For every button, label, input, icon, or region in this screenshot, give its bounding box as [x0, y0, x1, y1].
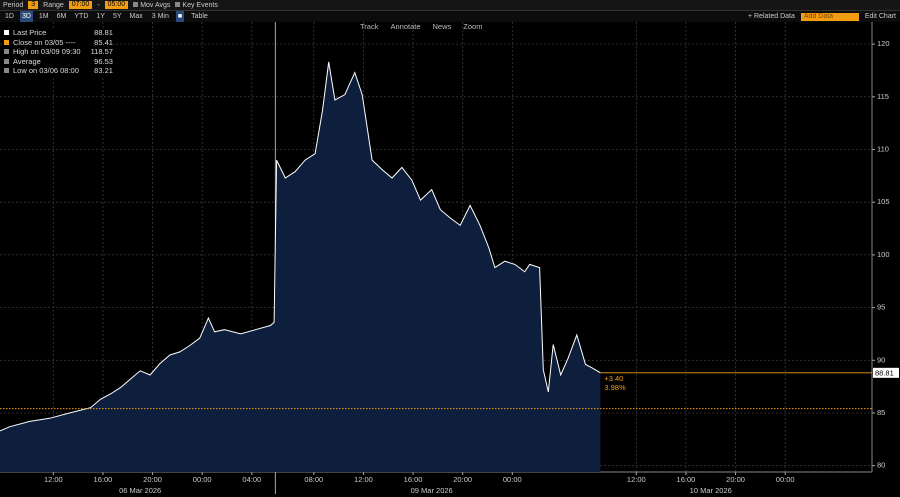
y-tick-label: 120: [877, 39, 890, 48]
mov-avgs[interactable]: Mov Avgs: [133, 0, 170, 11]
x-tick-label: 12:00: [354, 475, 373, 484]
period-button[interactable]: 1D: [5, 13, 14, 20]
y-tick-label: 90: [877, 355, 885, 364]
y-tick-label: 100: [877, 250, 890, 259]
edit-chart[interactable]: Edit Chart: [864, 13, 896, 20]
y-tick-label: 85: [877, 408, 885, 417]
price-line: [0, 61, 601, 432]
table-button[interactable]: Table: [191, 13, 208, 20]
x-tick-label: 00:00: [193, 475, 212, 484]
period-button[interactable]: YTD: [74, 13, 89, 20]
legend-row: Average 96.53: [4, 57, 113, 67]
x-tick-label: 00:00: [503, 475, 522, 484]
legend-value: 96.53: [94, 56, 113, 66]
legend-icon: [4, 39, 9, 45]
chart-tool[interactable]: Track: [360, 22, 379, 31]
chart-tool[interactable]: Annotate: [390, 22, 421, 31]
y-tick-label: 95: [877, 303, 885, 312]
legend-value: 83.21: [94, 66, 113, 75]
legend-label: Close on 03/05 ----: [13, 37, 76, 47]
day-label: 09 Mar 2026: [411, 486, 453, 495]
x-tick-label: 20:00: [726, 475, 745, 484]
legend-row: Close on 03/05 ---- 85.41: [4, 38, 113, 48]
x-tick-label: 08:00: [304, 475, 323, 484]
chart-style[interactable]: ■: [175, 11, 185, 22]
legend-label: Average: [13, 56, 41, 66]
period-toolbar: 1D 3D 1M 6M YTD 1Y 5Y Max 3 Min ■ Table + Relat…: [0, 11, 900, 22]
range-sep: -: [97, 1, 100, 9]
legend-row: Last Price 88.81: [4, 28, 113, 38]
legend-label: Last Price: [13, 28, 47, 37]
x-tick-label: 04:00: [242, 475, 261, 484]
last-price-box: [873, 367, 899, 378]
legend-label: High on 03/09 09:30: [13, 47, 81, 56]
period-buttons: 1D 3D 1M 6M YTD 1Y 5Y Max: [3, 11, 145, 22]
period-button[interactable]: 1M: [38, 13, 49, 20]
legend-value: 88.81: [94, 28, 113, 37]
period-button[interactable]: Max: [129, 13, 143, 20]
period-button[interactable]: 3D: [19, 11, 33, 22]
legend-icon: [4, 68, 9, 74]
period-button[interactable]: 5Y: [112, 13, 122, 20]
period-button[interactable]: 1Y: [96, 13, 105, 20]
add-data[interactable]: Add Data: [800, 12, 859, 21]
period-label: Period: [3, 1, 24, 9]
x-tick-label: 20:00: [143, 475, 162, 484]
top-toolbar: Period 3 Range 07:00 - 05:00 Mov Avgs Ke…: [0, 0, 900, 11]
legend-value: 85.41: [94, 37, 113, 47]
legend-label: Low on 03/06 08:00: [13, 66, 79, 75]
x-tick-label: 20:00: [453, 475, 472, 484]
right-tools: + Related Data Add Data Edit Chart: [748, 11, 900, 22]
day-label: 06 Mar 2026: [119, 486, 161, 495]
legend-icon: [4, 58, 9, 64]
y-tick-label: 80: [877, 461, 885, 470]
period-input[interactable]: 3: [28, 1, 39, 9]
mov-avgs-label: Mov Avgs: [140, 1, 171, 9]
key-events[interactable]: Key Events: [175, 0, 218, 11]
change-label: +3.40: [604, 374, 623, 383]
area: [0, 62, 601, 472]
x-tick-label: 12:00: [44, 475, 63, 484]
last-price-label: 88.81: [875, 368, 894, 377]
day-label: 10 Mar 2026: [690, 486, 732, 495]
y-tick-label: 105: [877, 197, 890, 206]
x-tick-label: 16:00: [677, 475, 696, 484]
change-pct: 3.98%: [604, 383, 626, 392]
range-label: Range: [43, 1, 64, 9]
x-tick-label: 12:00: [627, 475, 646, 484]
x-tick-label: 00:00: [776, 475, 795, 484]
x-tick-label: 16:00: [404, 475, 423, 484]
chart: 80 85 90 95 100 105 110 115 120 12:00 16:00 20:00 00…: [0, 22, 899, 495]
legend-row: Low on 03/06 08:00 83.21: [4, 66, 113, 76]
legend-value: 118.57: [90, 47, 113, 56]
y-tick-label: 110: [877, 145, 889, 154]
legend-row: High on 03/09 09:30 118.57: [4, 47, 113, 57]
range-end[interactable]: 05:00: [104, 1, 129, 9]
y-tick-label: 115: [877, 92, 889, 101]
legend: Last Price 88.81 Close on 03/05 ---- 85.41 H…: [4, 28, 113, 76]
x-tick-label: 16:00: [94, 475, 113, 484]
legend-icon: [4, 49, 9, 55]
chart-tool[interactable]: News: [432, 22, 452, 31]
chart-tools: Track Annotate News Zoom: [360, 22, 482, 31]
chart-tool[interactable]: Zoom: [463, 22, 483, 31]
range-start[interactable]: 07:00: [68, 1, 93, 9]
period-button[interactable]: 6M: [56, 13, 67, 20]
key-events-label: Key Events: [182, 1, 218, 9]
interval[interactable]: 3 Min: [151, 13, 169, 20]
legend-icon: [4, 30, 9, 36]
related-data[interactable]: + Related Data: [747, 13, 795, 20]
